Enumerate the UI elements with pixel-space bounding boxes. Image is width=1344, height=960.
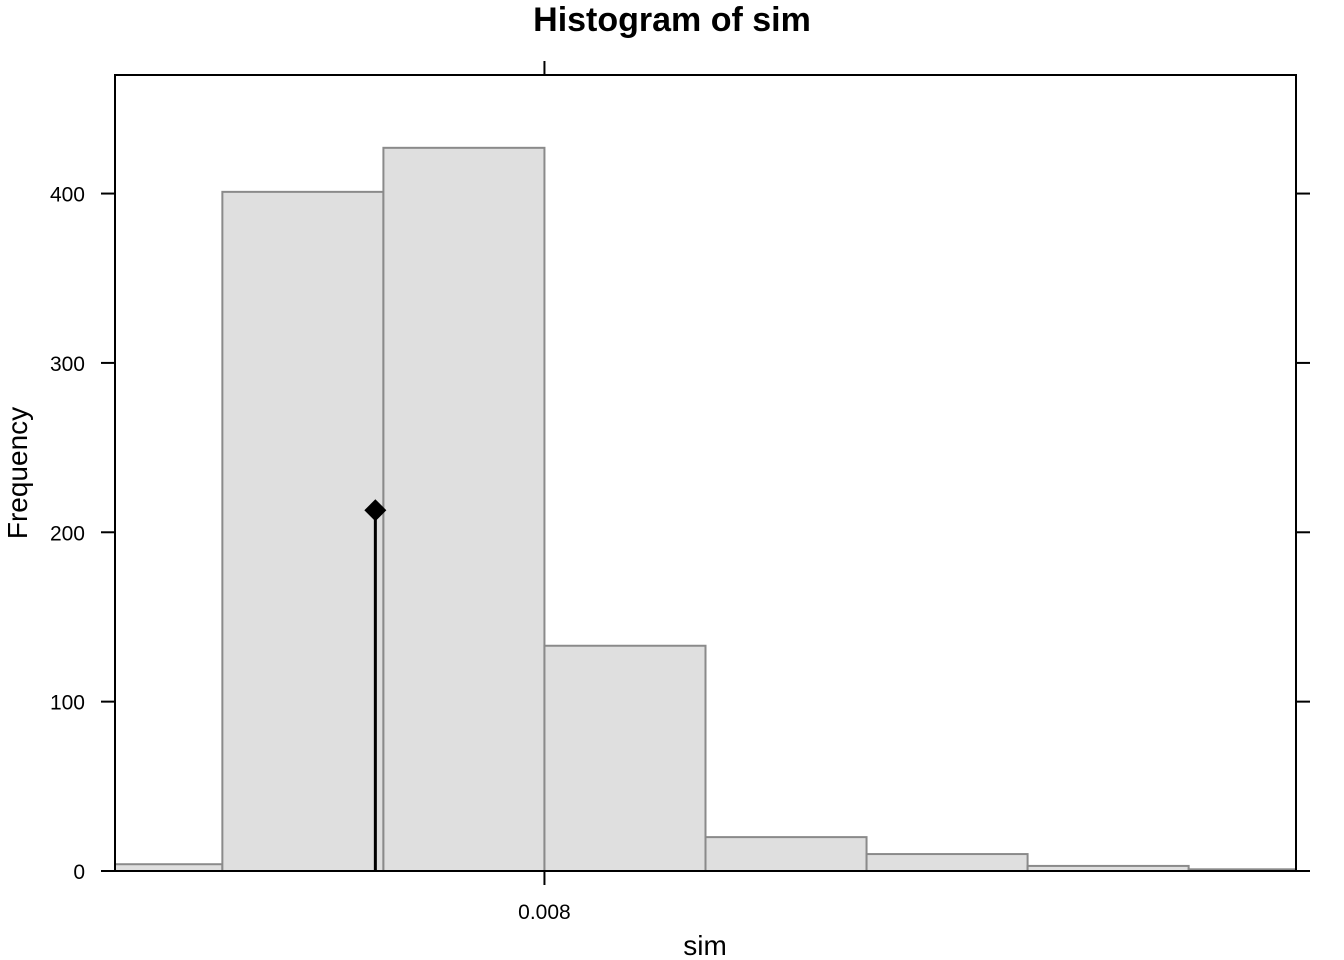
observed-marker	[364, 499, 387, 871]
histogram-bar-3	[382, 146, 546, 872]
y-tick-label: 400	[50, 184, 85, 207]
histogram-bar-2	[221, 190, 385, 873]
x-tick-label: 0.008	[518, 901, 571, 924]
x-axis-label: sim	[683, 930, 727, 960]
histogram-bar-5	[704, 836, 868, 873]
y-tick-label: 0	[73, 861, 85, 884]
observed-point	[364, 499, 387, 522]
histogram-bar-6	[865, 853, 1029, 873]
axis-ticks: 0 100 200 300 400 0.008	[50, 61, 1310, 924]
histogram-bar-1	[114, 863, 224, 872]
y-tick-label: 200	[50, 522, 85, 545]
bars-group	[114, 146, 1297, 873]
y-tick-label: 100	[50, 692, 85, 715]
y-tick-label: 300	[50, 353, 85, 376]
chart-title: Histogram of sim	[533, 1, 811, 39]
plot-frame	[114, 74, 1297, 872]
histogram-bar-4	[543, 644, 707, 873]
y-axis-label: Frequency	[2, 407, 33, 539]
